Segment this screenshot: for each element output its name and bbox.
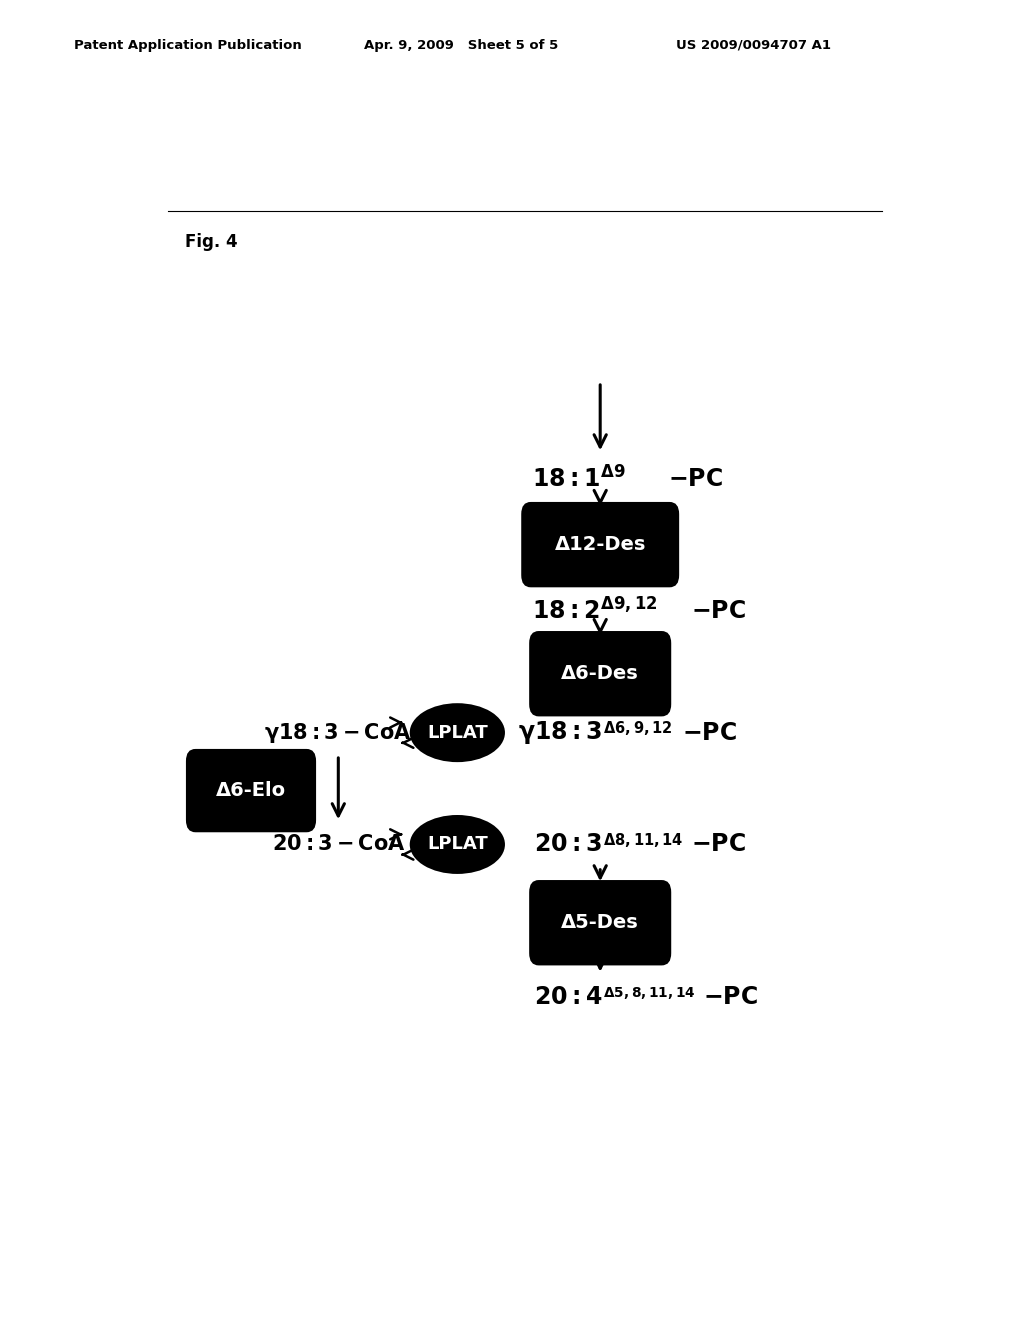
Text: LPLAT: LPLAT — [427, 723, 487, 742]
Text: LPLAT: LPLAT — [427, 836, 487, 854]
FancyBboxPatch shape — [186, 748, 316, 833]
Text: $\bf{{}^{\Delta 6,9,12}}$: $\bf{{}^{\Delta 6,9,12}}$ — [602, 722, 673, 743]
Text: Δ6-Elo: Δ6-Elo — [216, 781, 286, 800]
FancyBboxPatch shape — [529, 631, 671, 717]
Text: $\bf{-PC}$: $\bf{-PC}$ — [682, 721, 737, 744]
Text: Patent Application Publication: Patent Application Publication — [74, 38, 301, 51]
Text: $\bf{{}^{\Delta 8,11,14}}$: $\bf{{}^{\Delta 8,11,14}}$ — [602, 834, 683, 854]
Text: $\bf{20:3-CoA}$: $\bf{20:3-CoA}$ — [271, 834, 406, 854]
Text: $\bf{20:3}$: $\bf{20:3}$ — [535, 833, 602, 857]
Text: $\bf{\gamma 18:3}$: $\bf{\gamma 18:3}$ — [518, 719, 602, 746]
Text: $\bf{{}^{\Delta 9,12}}$: $\bf{{}^{\Delta 9,12}}$ — [600, 599, 657, 623]
Text: Fig. 4: Fig. 4 — [185, 232, 238, 251]
Text: $\bf{-PC}$: $\bf{-PC}$ — [668, 466, 723, 491]
Text: US 2009/0094707 A1: US 2009/0094707 A1 — [676, 38, 830, 51]
Text: $\bf{-PC}$: $\bf{-PC}$ — [691, 833, 746, 857]
Text: Δ6-Des: Δ6-Des — [561, 664, 639, 684]
Text: $\bf{18:2}$: $\bf{18:2}$ — [532, 599, 600, 623]
Text: Δ12-Des: Δ12-Des — [555, 535, 646, 554]
Ellipse shape — [410, 814, 505, 874]
Text: $\bf{18:1}$: $\bf{18:1}$ — [531, 466, 600, 491]
Text: $\bf{-PC}$: $\bf{-PC}$ — [703, 985, 758, 1008]
FancyBboxPatch shape — [521, 502, 679, 587]
Text: $\bf{20:4}$: $\bf{20:4}$ — [534, 985, 602, 1008]
Ellipse shape — [410, 704, 505, 762]
Text: $\bf{{}^{\Delta 9}}$: $\bf{{}^{\Delta 9}}$ — [600, 466, 626, 491]
Text: $\bf{{}^{\Delta 5,8,11,14}}$: $\bf{{}^{\Delta 5,8,11,14}}$ — [602, 987, 695, 1006]
Text: $\bf{-PC}$: $\bf{-PC}$ — [691, 599, 746, 623]
Text: Apr. 9, 2009   Sheet 5 of 5: Apr. 9, 2009 Sheet 5 of 5 — [364, 38, 558, 51]
Text: $\bf{\gamma 18:3-CoA}$: $\bf{\gamma 18:3-CoA}$ — [264, 721, 412, 744]
Text: Δ5-Des: Δ5-Des — [561, 913, 639, 932]
FancyBboxPatch shape — [529, 880, 671, 965]
